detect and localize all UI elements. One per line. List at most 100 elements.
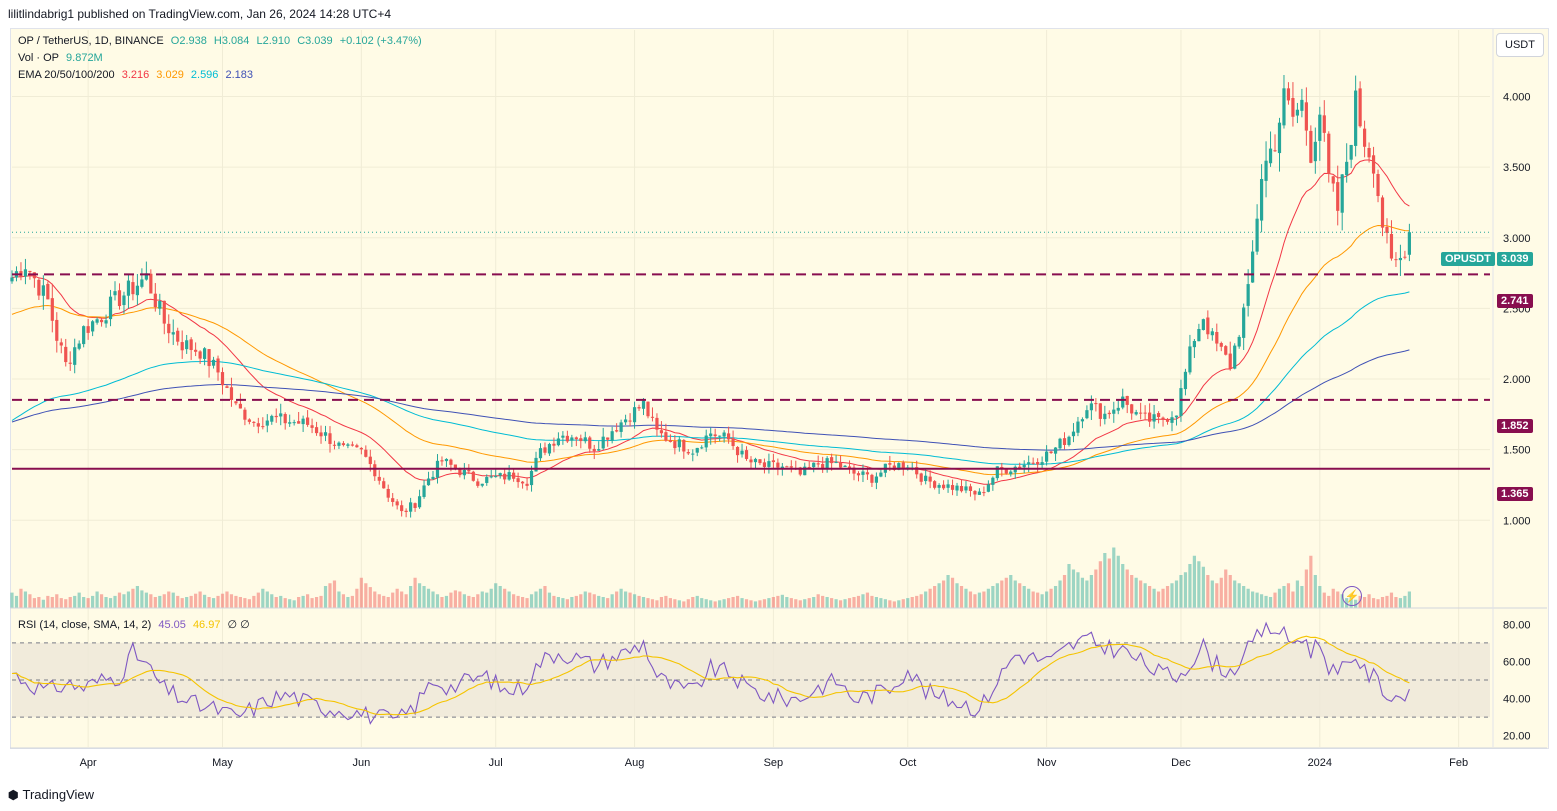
volume-bar bbox=[82, 597, 86, 608]
candle-body bbox=[547, 444, 552, 454]
candle-body bbox=[830, 457, 834, 464]
candle-body bbox=[825, 458, 829, 469]
volume-bar bbox=[574, 595, 578, 608]
candle-body bbox=[319, 432, 323, 437]
volume-bar bbox=[413, 577, 417, 608]
candle-body bbox=[1062, 438, 1067, 445]
ema50-value: 3.029 bbox=[156, 69, 184, 81]
candle-body bbox=[1170, 417, 1174, 423]
candle-body bbox=[798, 467, 802, 475]
volume-bar bbox=[632, 594, 637, 608]
candle-body bbox=[597, 449, 601, 451]
candle-body bbox=[740, 450, 744, 455]
volume-bar bbox=[297, 597, 301, 608]
candle-body bbox=[189, 339, 193, 351]
level-tag-2741: 2.741 bbox=[1497, 294, 1533, 308]
candle-body bbox=[897, 463, 901, 470]
candle-body bbox=[1264, 160, 1268, 181]
volume-legend[interactable]: Vol · OP 9.872M bbox=[18, 52, 107, 64]
volume-bar bbox=[1071, 569, 1076, 608]
volume-bar bbox=[1389, 592, 1394, 608]
candle-body bbox=[167, 323, 171, 334]
candle-body bbox=[1045, 451, 1049, 462]
volume-bar bbox=[283, 598, 287, 608]
candle-body bbox=[140, 279, 144, 287]
volume-bar bbox=[950, 577, 955, 608]
candle-body bbox=[771, 460, 775, 463]
candle-body bbox=[10, 277, 14, 282]
volume-bar bbox=[1116, 555, 1120, 608]
volume-bar bbox=[256, 592, 260, 608]
currency-button[interactable]: USDT bbox=[1496, 33, 1544, 57]
candle-body bbox=[1394, 259, 1398, 261]
volume-bar bbox=[485, 592, 489, 608]
volume-bar bbox=[762, 599, 767, 608]
time-axis-tick: Dec bbox=[1171, 757, 1191, 769]
candle-body bbox=[288, 422, 292, 424]
volume-bar bbox=[373, 591, 377, 608]
candle-body bbox=[722, 432, 726, 437]
candle-body bbox=[95, 319, 99, 323]
candle-body bbox=[941, 484, 946, 489]
candle-body bbox=[279, 413, 283, 417]
candle-body bbox=[247, 419, 251, 422]
ema200-value: 2.183 bbox=[225, 69, 254, 81]
candle-body bbox=[1076, 421, 1080, 433]
volume-bar bbox=[655, 600, 659, 608]
volume-bar bbox=[68, 597, 72, 608]
candle-body bbox=[211, 359, 216, 366]
volume-bar bbox=[1367, 594, 1371, 608]
volume-bar bbox=[444, 595, 449, 608]
candle-body bbox=[950, 485, 955, 490]
volume-bar bbox=[73, 595, 77, 608]
volume-bar bbox=[525, 598, 529, 608]
time-axis-tick: May bbox=[212, 757, 233, 769]
volume-bar bbox=[731, 597, 735, 608]
volume-bar bbox=[46, 595, 50, 608]
volume-bar bbox=[928, 588, 932, 608]
candle-body bbox=[632, 407, 637, 423]
time-axis-tick: 2024 bbox=[1308, 757, 1332, 769]
volume-bar bbox=[941, 580, 946, 608]
lightning-icon[interactable]: ⚡ bbox=[1342, 586, 1362, 606]
volume-bar bbox=[1161, 588, 1165, 608]
candle-body bbox=[1134, 412, 1138, 415]
candle-body bbox=[646, 401, 650, 417]
volume-bar bbox=[646, 598, 650, 608]
volume-bar bbox=[852, 597, 856, 608]
volume-bar bbox=[1291, 591, 1295, 608]
candle-body bbox=[1018, 466, 1022, 469]
volume-bar bbox=[682, 601, 686, 608]
candle-body bbox=[919, 473, 923, 482]
candle-body bbox=[901, 462, 905, 469]
candle-body bbox=[162, 300, 166, 324]
volume-bar bbox=[1062, 575, 1067, 608]
candle-body bbox=[99, 319, 104, 323]
rsi-extra-values: ∅ ∅ bbox=[227, 619, 250, 631]
price-axis-tick: 1.000 bbox=[1503, 515, 1531, 527]
rsi-layer bbox=[11, 621, 1490, 725]
ema-legend[interactable]: EMA 20/50/100/200 3.216 3.029 2.596 2.18… bbox=[18, 69, 257, 81]
volume-bar bbox=[346, 597, 350, 608]
candle-body bbox=[1174, 415, 1179, 418]
volume-bar bbox=[740, 598, 744, 608]
candle-body bbox=[1201, 319, 1205, 331]
candle-body bbox=[785, 466, 789, 468]
volume-bar bbox=[1385, 595, 1389, 608]
volume-bar bbox=[968, 591, 973, 608]
volume-bar bbox=[874, 597, 879, 608]
symbol-legend[interactable]: OP / TetherUS, 1D, BINANCE O2.938 H3.084… bbox=[18, 35, 426, 47]
volume-bar bbox=[538, 588, 543, 608]
candle-body bbox=[1036, 462, 1040, 465]
rsi-legend[interactable]: RSI (14, close, SMA, 14, 2) 45.05 46.97 … bbox=[18, 618, 254, 631]
change-value: +0.102 (+3.47%) bbox=[339, 35, 422, 47]
volume-bar bbox=[1053, 586, 1058, 608]
volume-bar bbox=[919, 594, 923, 608]
volume-value: 9.872M bbox=[66, 52, 103, 64]
candle-body bbox=[158, 300, 162, 309]
candle-body bbox=[1300, 99, 1304, 111]
volume-bar bbox=[1152, 588, 1156, 608]
volume-bar bbox=[28, 594, 32, 608]
tradingview-logo[interactable]: ⬢ TradingView bbox=[8, 787, 94, 802]
